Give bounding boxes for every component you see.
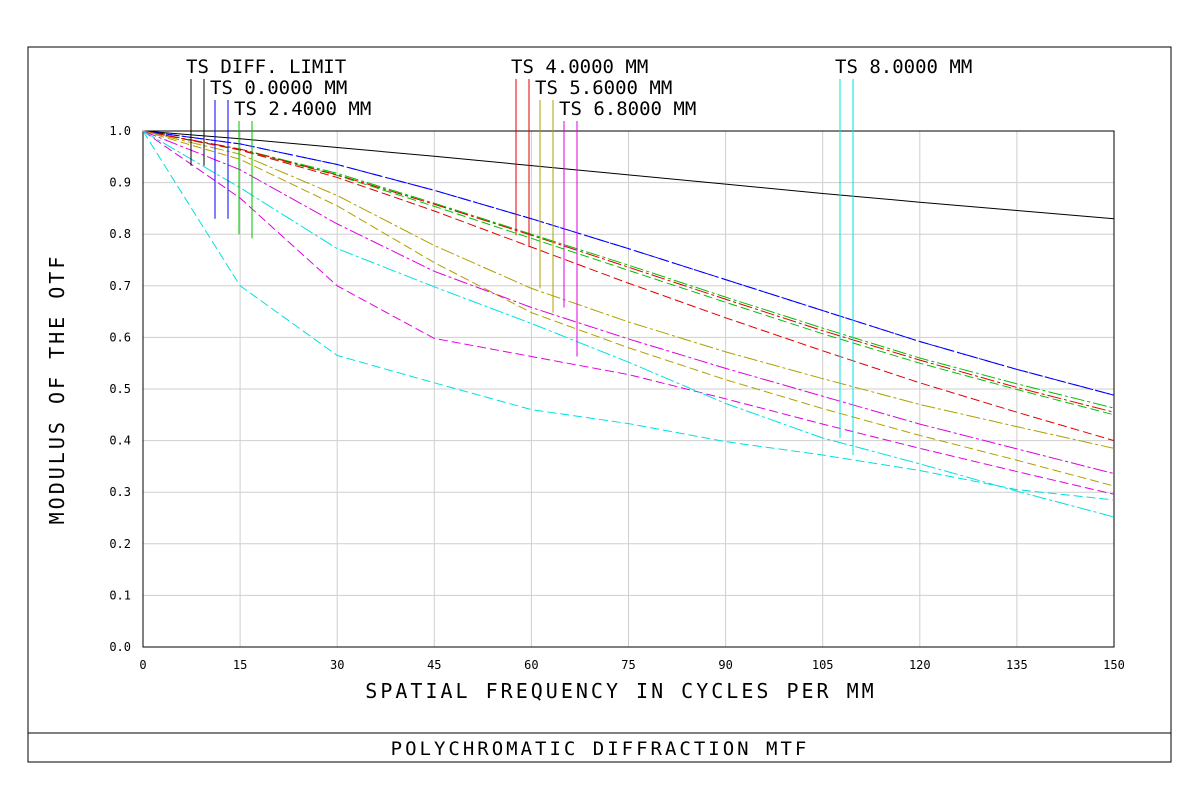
series-line-3 bbox=[142, 130, 1115, 409]
tick-labels: 0 15 30 45 60 75 90 105 120 135 150 0.0 0.1 0.2 0.3 0.4… bbox=[109, 124, 1125, 672]
x-tick-label: 150 bbox=[1103, 658, 1125, 672]
x-axis-title: SPATIAL FREQUENCY IN CYCLES PER MM bbox=[365, 679, 876, 703]
y-tick-label: 0.1 bbox=[109, 588, 131, 602]
y-tick-label: 0.7 bbox=[109, 279, 131, 293]
series-line-9 bbox=[142, 130, 1115, 475]
series-line-7 bbox=[142, 130, 1115, 449]
x-tick-label: 30 bbox=[330, 658, 344, 672]
legend-label: TS 6.8000 MM bbox=[559, 98, 696, 120]
outer-frame bbox=[27, 46, 1172, 763]
y-tick-label: 0.6 bbox=[109, 330, 131, 344]
x-tick-label: 75 bbox=[621, 658, 635, 672]
legend-label: TS 2.4000 MM bbox=[234, 98, 371, 120]
legend-label: TS 8.0000 MM bbox=[835, 56, 972, 78]
y-tick-label: 0.4 bbox=[109, 434, 131, 448]
series-line-12 bbox=[142, 130, 1115, 501]
plot-area-border bbox=[142, 130, 1115, 648]
series-line-4 bbox=[142, 130, 1115, 416]
series-line-11 bbox=[142, 130, 1115, 518]
series-line-0 bbox=[142, 130, 1115, 220]
y-tick-label: 0.3 bbox=[109, 485, 131, 499]
x-tick-label: 45 bbox=[427, 658, 441, 672]
legend-label: TS 0.0000 MM bbox=[210, 77, 347, 99]
y-tick-label: 0.8 bbox=[109, 227, 131, 241]
x-tick-label: 15 bbox=[233, 658, 247, 672]
x-tick-label: 105 bbox=[812, 658, 834, 672]
y-tick-label: 0.5 bbox=[109, 382, 131, 396]
y-tick-label: 0.9 bbox=[109, 176, 131, 190]
y-tick-label: 0.2 bbox=[109, 537, 131, 551]
series-line-2 bbox=[142, 130, 1115, 396]
series-line-6 bbox=[142, 130, 1115, 442]
y-tick-label: 1.0 bbox=[109, 124, 131, 138]
x-tick-label: 90 bbox=[718, 658, 732, 672]
series-line-5 bbox=[142, 130, 1115, 413]
footer-title: POLYCHROMATIC DIFFRACTION MTF bbox=[391, 738, 810, 760]
x-tick-label: 0 bbox=[139, 658, 146, 672]
legend-label: TS DIFF. LIMIT bbox=[186, 56, 346, 78]
y-axis-title: MODULUS OF THE OTF bbox=[45, 254, 69, 525]
x-tick-label: 60 bbox=[524, 658, 538, 672]
series-line-10 bbox=[142, 130, 1115, 495]
series-group bbox=[142, 130, 1115, 518]
x-tick-label: 120 bbox=[909, 658, 931, 672]
legend-label: TS 5.6000 MM bbox=[535, 77, 672, 99]
grid bbox=[143, 131, 1114, 647]
legend-label: TS 4.0000 MM bbox=[511, 56, 648, 78]
x-tick-label: 135 bbox=[1006, 658, 1028, 672]
series-line-8 bbox=[142, 130, 1115, 487]
y-tick-label: 0.0 bbox=[109, 640, 131, 654]
